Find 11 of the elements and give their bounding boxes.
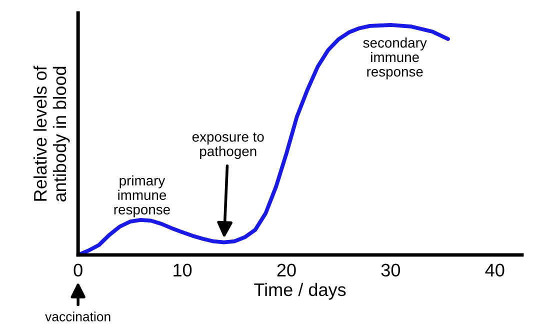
annotation: primary immune response xyxy=(114,175,170,218)
x-axis-title: Time / days xyxy=(254,282,346,300)
text: vaccination xyxy=(45,312,110,322)
x-tick-label: 0 xyxy=(74,264,82,277)
annotation: exposure to pathogen xyxy=(192,132,264,159)
annotation: secondary immune response xyxy=(363,37,427,80)
x-tick-label: 30 xyxy=(381,264,400,277)
x-tick-label: 40 xyxy=(485,264,504,277)
y-axis-title: Relative levels of antibody in blood xyxy=(33,66,70,202)
x-tick-label: 20 xyxy=(277,264,296,277)
x-tick-label: 10 xyxy=(174,264,192,277)
